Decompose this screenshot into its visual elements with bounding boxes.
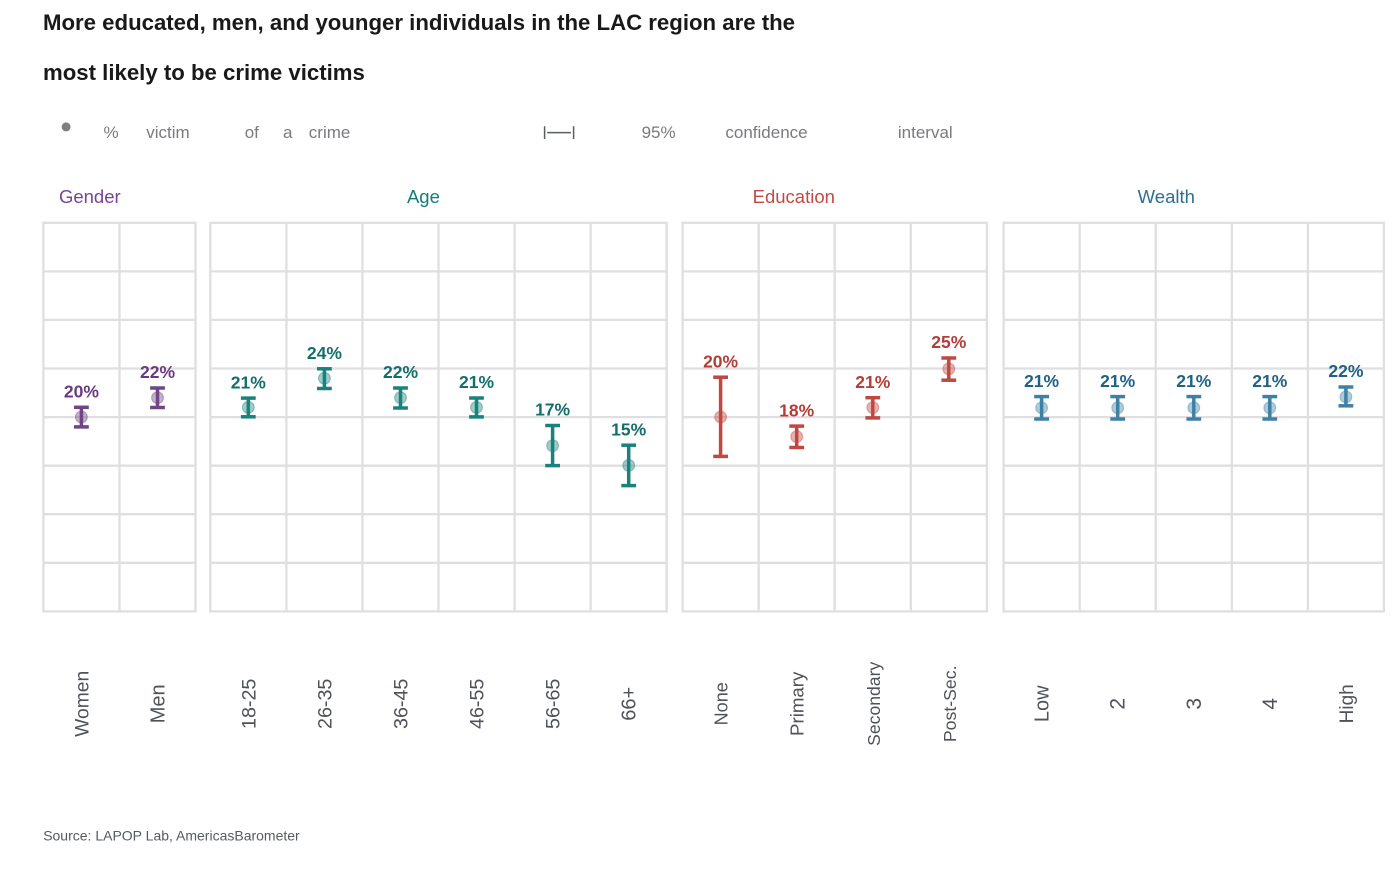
svg-text:36-45: 36-45 [391,679,413,729]
svg-text:crime: crime [309,123,351,142]
svg-text:Education: Education [753,186,835,207]
svg-text:High: High [1337,684,1358,723]
svg-text:24%: 24% [307,343,342,363]
svg-text:20%: 20% [703,351,738,371]
svg-text:21%: 21% [855,372,890,392]
svg-text:2: 2 [1107,698,1130,710]
svg-text:of: of [245,123,259,142]
svg-text:46-55: 46-55 [467,679,489,729]
svg-text:Primary: Primary [787,671,808,736]
svg-text:21%: 21% [1100,371,1135,391]
svg-text:More educated, men, and younge: More educated, men, and younger individu… [43,10,795,35]
svg-text:18%: 18% [779,400,814,420]
svg-text:4: 4 [1259,698,1282,710]
svg-text:most likely to be crime victim: most likely to be crime victims [43,60,365,85]
svg-text:Secondary: Secondary [864,662,884,746]
svg-text:a: a [283,123,293,142]
svg-text:22%: 22% [1328,361,1363,381]
svg-text:Post-Sec.: Post-Sec. [940,665,960,742]
svg-text:confidence: confidence [725,123,807,142]
svg-text:Women: Women [72,671,93,737]
svg-text:25%: 25% [931,332,966,352]
svg-text:Gender: Gender [59,186,121,207]
svg-text:3: 3 [1183,698,1206,710]
svg-text:21%: 21% [1252,371,1287,391]
svg-text:22%: 22% [383,362,418,382]
svg-text:22%: 22% [140,362,175,382]
svg-text:victim: victim [146,123,189,142]
svg-text:21%: 21% [459,372,494,392]
svg-text:17%: 17% [535,400,570,420]
svg-text:18-25: 18-25 [238,679,260,729]
svg-text:None: None [712,682,732,725]
svg-text:20%: 20% [64,382,99,402]
svg-text:21%: 21% [1176,371,1211,391]
svg-text:interval: interval [898,123,953,142]
svg-text:66+: 66+ [619,687,641,721]
svg-text:%: % [104,123,119,142]
svg-text:95%: 95% [642,123,676,142]
svg-text:Low: Low [1032,685,1054,722]
svg-text:Wealth: Wealth [1138,186,1195,207]
svg-text:Source: LAPOP Lab, AmericasBar: Source: LAPOP Lab, AmericasBarometer [43,827,300,843]
svg-text:26-35: 26-35 [314,679,336,729]
svg-text:Age: Age [407,186,440,207]
svg-text:21%: 21% [231,372,266,392]
svg-text:21%: 21% [1024,371,1059,391]
svg-text:56-65: 56-65 [543,679,565,729]
svg-text:Men: Men [148,684,170,723]
svg-text:15%: 15% [611,419,646,439]
